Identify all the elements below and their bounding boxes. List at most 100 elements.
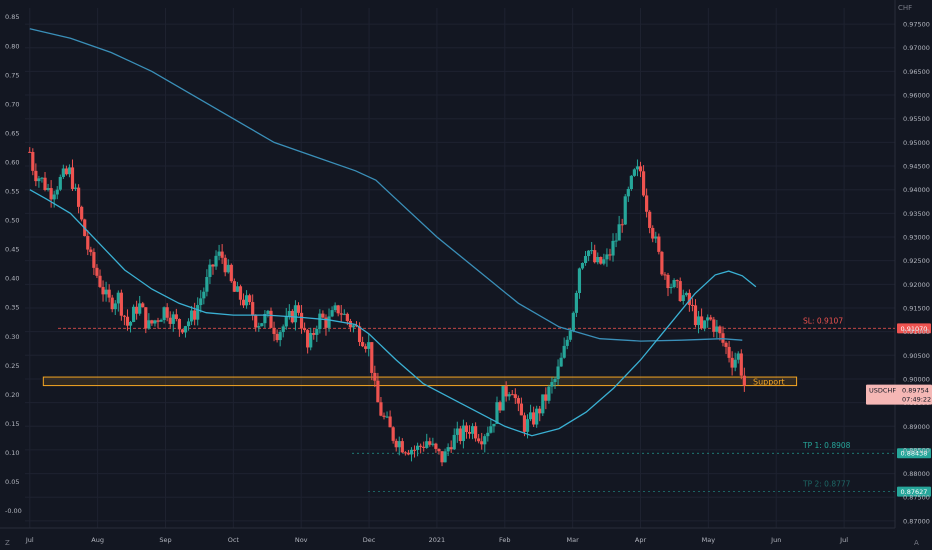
candle-body <box>635 166 640 170</box>
candle-body <box>611 240 615 256</box>
time-axis[interactable]: Jul Aug Sep Oct Nov Dec 2021 Feb Mar Apr May Jun Jul <box>25 536 848 544</box>
candle-body <box>248 295 252 303</box>
candle-body <box>376 380 380 403</box>
candle-body <box>31 152 35 171</box>
candle-body <box>321 313 325 318</box>
time-tick-label: Nov <box>295 536 308 544</box>
candle-body <box>104 289 108 295</box>
candle-body <box>299 312 304 329</box>
candle-body <box>370 342 374 373</box>
left-tick-label: 0.20 <box>5 391 19 399</box>
timezone-badge[interactable]: Z <box>5 539 10 547</box>
candle-body <box>361 342 365 347</box>
left-tick-label: 0.15 <box>5 420 19 428</box>
candle-body <box>150 320 154 324</box>
candle-body <box>437 448 441 452</box>
candle-body <box>641 171 646 196</box>
last-price-label: 0.89754 <box>902 387 929 395</box>
candle-body <box>690 304 695 306</box>
candle-body <box>174 314 178 320</box>
candle-body <box>70 167 75 189</box>
candle-body <box>101 286 105 295</box>
time-tick-label: Jul <box>839 536 848 544</box>
price-tick-label: 0.87000 <box>903 517 930 525</box>
time-tick-label: Jun <box>770 536 781 544</box>
candle-body <box>446 447 450 452</box>
candle-body <box>193 310 197 320</box>
price-tick-label: 0.94500 <box>903 163 930 171</box>
candle-body <box>385 416 389 418</box>
candle-body <box>251 302 255 316</box>
candle-body <box>638 166 643 172</box>
candle-body <box>538 408 542 414</box>
price-tick-label: 0.88000 <box>903 470 930 478</box>
candle-body <box>709 317 713 320</box>
candle-body <box>608 254 612 256</box>
candle-body <box>672 280 676 288</box>
candle-body <box>660 251 664 275</box>
candle-body <box>687 292 691 305</box>
candle-body <box>541 394 545 414</box>
currency-label: CHF <box>898 4 912 12</box>
left-tick-label: 0.45 <box>5 246 19 254</box>
candle-body <box>403 452 407 454</box>
candle-body <box>504 386 508 397</box>
level-badge-tp2 <box>897 486 931 497</box>
candle-body <box>516 398 520 404</box>
left-tick-label: 0.40 <box>5 275 19 283</box>
candle-body <box>706 317 710 321</box>
price-tick-label: 0.93000 <box>903 234 930 242</box>
candle-body <box>544 394 548 401</box>
candle-body <box>715 326 719 332</box>
candle-body <box>92 252 96 268</box>
auto-scale-badge[interactable]: A <box>914 539 919 547</box>
candle-body <box>415 445 420 450</box>
level-lines: SL: 0.9107 0.91070 TP 1: 0.8908 0.88438 TP 2… <box>58 316 931 497</box>
candle-body <box>693 305 698 326</box>
candle-body <box>296 305 301 313</box>
candle-body <box>724 342 728 347</box>
candle-body <box>556 366 560 380</box>
candle-body <box>474 426 478 439</box>
candle-body <box>241 299 246 306</box>
candle-body <box>186 321 191 327</box>
candle-body <box>333 305 337 311</box>
candle-body <box>443 451 447 463</box>
time-tick-label: Jul <box>25 536 34 544</box>
candle-body <box>565 339 569 346</box>
candle-body <box>141 303 145 308</box>
candle-body <box>406 452 411 455</box>
candle-body <box>721 333 725 343</box>
candle-body <box>278 332 282 341</box>
price-tick-label: 0.93500 <box>903 210 930 218</box>
price-tick-label: 0.96000 <box>903 92 930 100</box>
candle-body <box>122 315 127 317</box>
time-tick-label: Apr <box>635 536 647 544</box>
candle-body <box>458 428 462 442</box>
candle-body <box>125 316 130 326</box>
candle-body <box>40 177 44 179</box>
candle-body <box>736 353 740 360</box>
price-tick-label: 0.94000 <box>903 186 930 194</box>
price-tick-label: 0.95000 <box>903 139 930 147</box>
price-tick-label: 0.90000 <box>903 375 930 383</box>
candle-body <box>419 445 423 447</box>
candle-body <box>434 443 438 449</box>
candle-body <box>651 227 655 239</box>
price-tick-label: 0.91500 <box>903 304 930 312</box>
candle-body <box>739 353 743 376</box>
candle-body <box>391 427 395 441</box>
price-tick-label: 0.90500 <box>903 352 930 360</box>
candle-body <box>547 386 551 401</box>
candle-body <box>733 359 737 368</box>
candle-body <box>614 240 618 242</box>
candle-body <box>147 320 151 329</box>
candle-body <box>388 416 392 428</box>
candle-body <box>315 328 319 335</box>
candle-body <box>232 281 236 292</box>
level-badge-text: 0.87627 <box>901 488 928 496</box>
time-tick-label: 2021 <box>429 536 446 544</box>
candle-body <box>131 306 136 322</box>
time-tick-label: Oct <box>228 536 240 544</box>
